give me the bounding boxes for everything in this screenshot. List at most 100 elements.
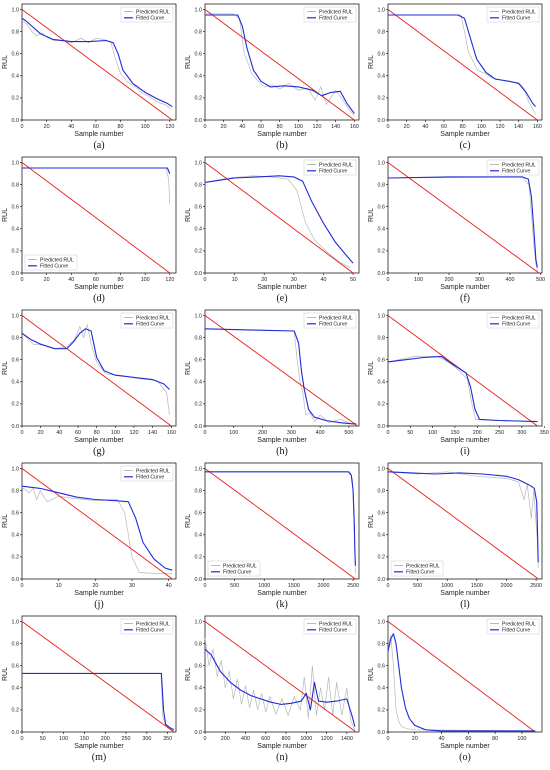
y-tick-label: 0.8 (378, 29, 386, 35)
chart-panel: 0.0 0.2 0.4 0.6 0.8 1.0 0 20 40 60 80 100 120 RUL Samp… (0, 0, 183, 158)
ideal-rul-line (21, 468, 173, 580)
y-tick-label: 0.6 (195, 205, 203, 211)
predicted-rul-line (387, 356, 538, 422)
panel-caption: (l) (460, 599, 469, 610)
x-tick-label: 400 (505, 277, 514, 283)
x-tick-label: 0 (387, 277, 390, 283)
x-tick-label: 250 (122, 736, 131, 742)
plot-frame (204, 156, 360, 274)
x-tick-label: 500 (230, 583, 239, 589)
x-tick-label: 80 (94, 430, 100, 436)
plot-frame (387, 156, 543, 274)
y-tick-label: 1.0 (195, 466, 203, 472)
x-axis-label: Sample number (257, 284, 307, 291)
x-tick-label: 50 (350, 277, 356, 283)
x-tick-label: 150 (450, 430, 459, 436)
x-tick-label: 120 (165, 124, 174, 130)
x-tick-label: 0 (204, 583, 207, 589)
x-tick-label: 60 (93, 124, 99, 130)
x-tick-label: 20 (38, 430, 44, 436)
legend-label-fitted: Fitted Curve (319, 169, 347, 175)
x-tick-label: 100 (294, 124, 303, 130)
y-tick-label: 0.6 (12, 664, 20, 670)
y-tick-label: 0.0 (12, 730, 20, 736)
y-tick-label: 1.0 (378, 160, 386, 166)
x-axis-label: Sample number (440, 284, 490, 291)
x-tick-label: 200 (444, 277, 453, 283)
y-tick-label: 0.2 (12, 555, 20, 561)
x-tick-label: 0 (387, 430, 390, 436)
predicted-rul-line (22, 167, 171, 205)
panel-caption: (k) (276, 599, 288, 610)
x-tick-label: 60 (75, 430, 81, 436)
y-tick-label: 0.4 (378, 686, 386, 692)
x-tick-label: 40 (239, 124, 245, 130)
y-tick-label: 0.2 (12, 96, 20, 102)
fitted-curve-line (387, 471, 539, 563)
panel-caption: (d) (93, 293, 105, 304)
y-axis-label: RUL (185, 361, 192, 375)
legend-label-predicted: Predicted RUL (502, 315, 536, 321)
x-tick-label: 0 (21, 124, 24, 130)
x-tick-label: 40 (68, 277, 74, 283)
x-tick-label: 120 (130, 430, 139, 436)
y-tick-label: 0.6 (12, 205, 20, 211)
y-tick-label: 0.6 (378, 511, 386, 517)
chart-panel: 0.0 0.2 0.4 0.6 0.8 1.0 0 20 40 60 80 100 120 RUL Samp… (0, 153, 183, 311)
y-tick-label: 0.2 (12, 708, 20, 714)
ideal-rul-line (204, 621, 357, 733)
x-axis-label: Sample number (74, 284, 124, 291)
x-tick-label: 60 (258, 124, 264, 130)
x-axis-label: Sample number (74, 590, 124, 597)
chart-svg: 0.0 0.2 0.4 0.6 0.8 1.0 0 50 100 150 200 250 300 350 R… (2, 615, 177, 763)
predicted-rul-line (22, 673, 175, 732)
x-tick-label: 60 (93, 277, 99, 283)
x-tick-label: 100 (59, 736, 68, 742)
x-axis-label: Sample number (74, 131, 124, 138)
panel-caption: (c) (459, 140, 470, 151)
fitted-curve-line (204, 648, 356, 727)
chart-panel: 0.0 0.2 0.4 0.6 0.8 1.0 0 20 40 60 80 100 120 140 160 R… (183, 0, 366, 158)
x-tick-label: 30 (129, 583, 135, 589)
fitted-curve-line (387, 633, 536, 732)
fitted-curve-line (21, 485, 173, 571)
x-tick-label: 100 (111, 430, 120, 436)
x-tick-label: 250 (495, 430, 504, 436)
x-tick-label: 40 (56, 430, 62, 436)
y-tick-label: 0.0 (12, 271, 20, 277)
chart-svg: 0.0 0.2 0.4 0.6 0.8 1.0 0 100 200 300 400 500 RUL Sam… (368, 156, 545, 304)
plot-frame (21, 462, 177, 580)
fitted-curve-line (22, 167, 171, 174)
x-tick-label: 800 (282, 736, 291, 742)
y-tick-label: 0.4 (12, 533, 20, 539)
panel-caption: (e) (276, 293, 287, 304)
x-tick-label: 500 (413, 583, 422, 589)
plot-frame (21, 156, 177, 274)
chart-panel: 0.0 0.2 0.4 0.6 0.8 1.0 0 200 400 600 800 1000 1200 1… (183, 612, 366, 770)
y-tick-label: 0.6 (195, 358, 203, 364)
y-tick-label: 0.8 (195, 29, 203, 35)
x-tick-label: 500 (344, 430, 353, 436)
chart-panel: 0.0 0.2 0.4 0.6 0.8 1.0 0 50 100 150 200 250 300 350 R… (0, 612, 183, 770)
y-tick-label: 0.8 (12, 488, 20, 494)
x-tick-label: 100 (428, 430, 437, 436)
x-tick-label: 160 (167, 430, 176, 436)
x-tick-label: 0 (387, 736, 390, 742)
y-tick-label: 0.4 (195, 380, 203, 386)
x-tick-label: 120 (496, 124, 505, 130)
x-tick-label: 0 (21, 583, 24, 589)
y-tick-label: 1.0 (378, 313, 386, 319)
y-tick-label: 0.8 (12, 29, 20, 35)
y-tick-label: 0.8 (195, 182, 203, 188)
x-tick-label: 300 (142, 736, 151, 742)
ideal-rul-line (204, 162, 354, 274)
legend-label-predicted: Predicted RUL (319, 9, 353, 15)
x-tick-label: 200 (221, 736, 230, 742)
y-tick-label: 1.0 (12, 619, 20, 625)
y-tick-label: 1.0 (12, 466, 20, 472)
